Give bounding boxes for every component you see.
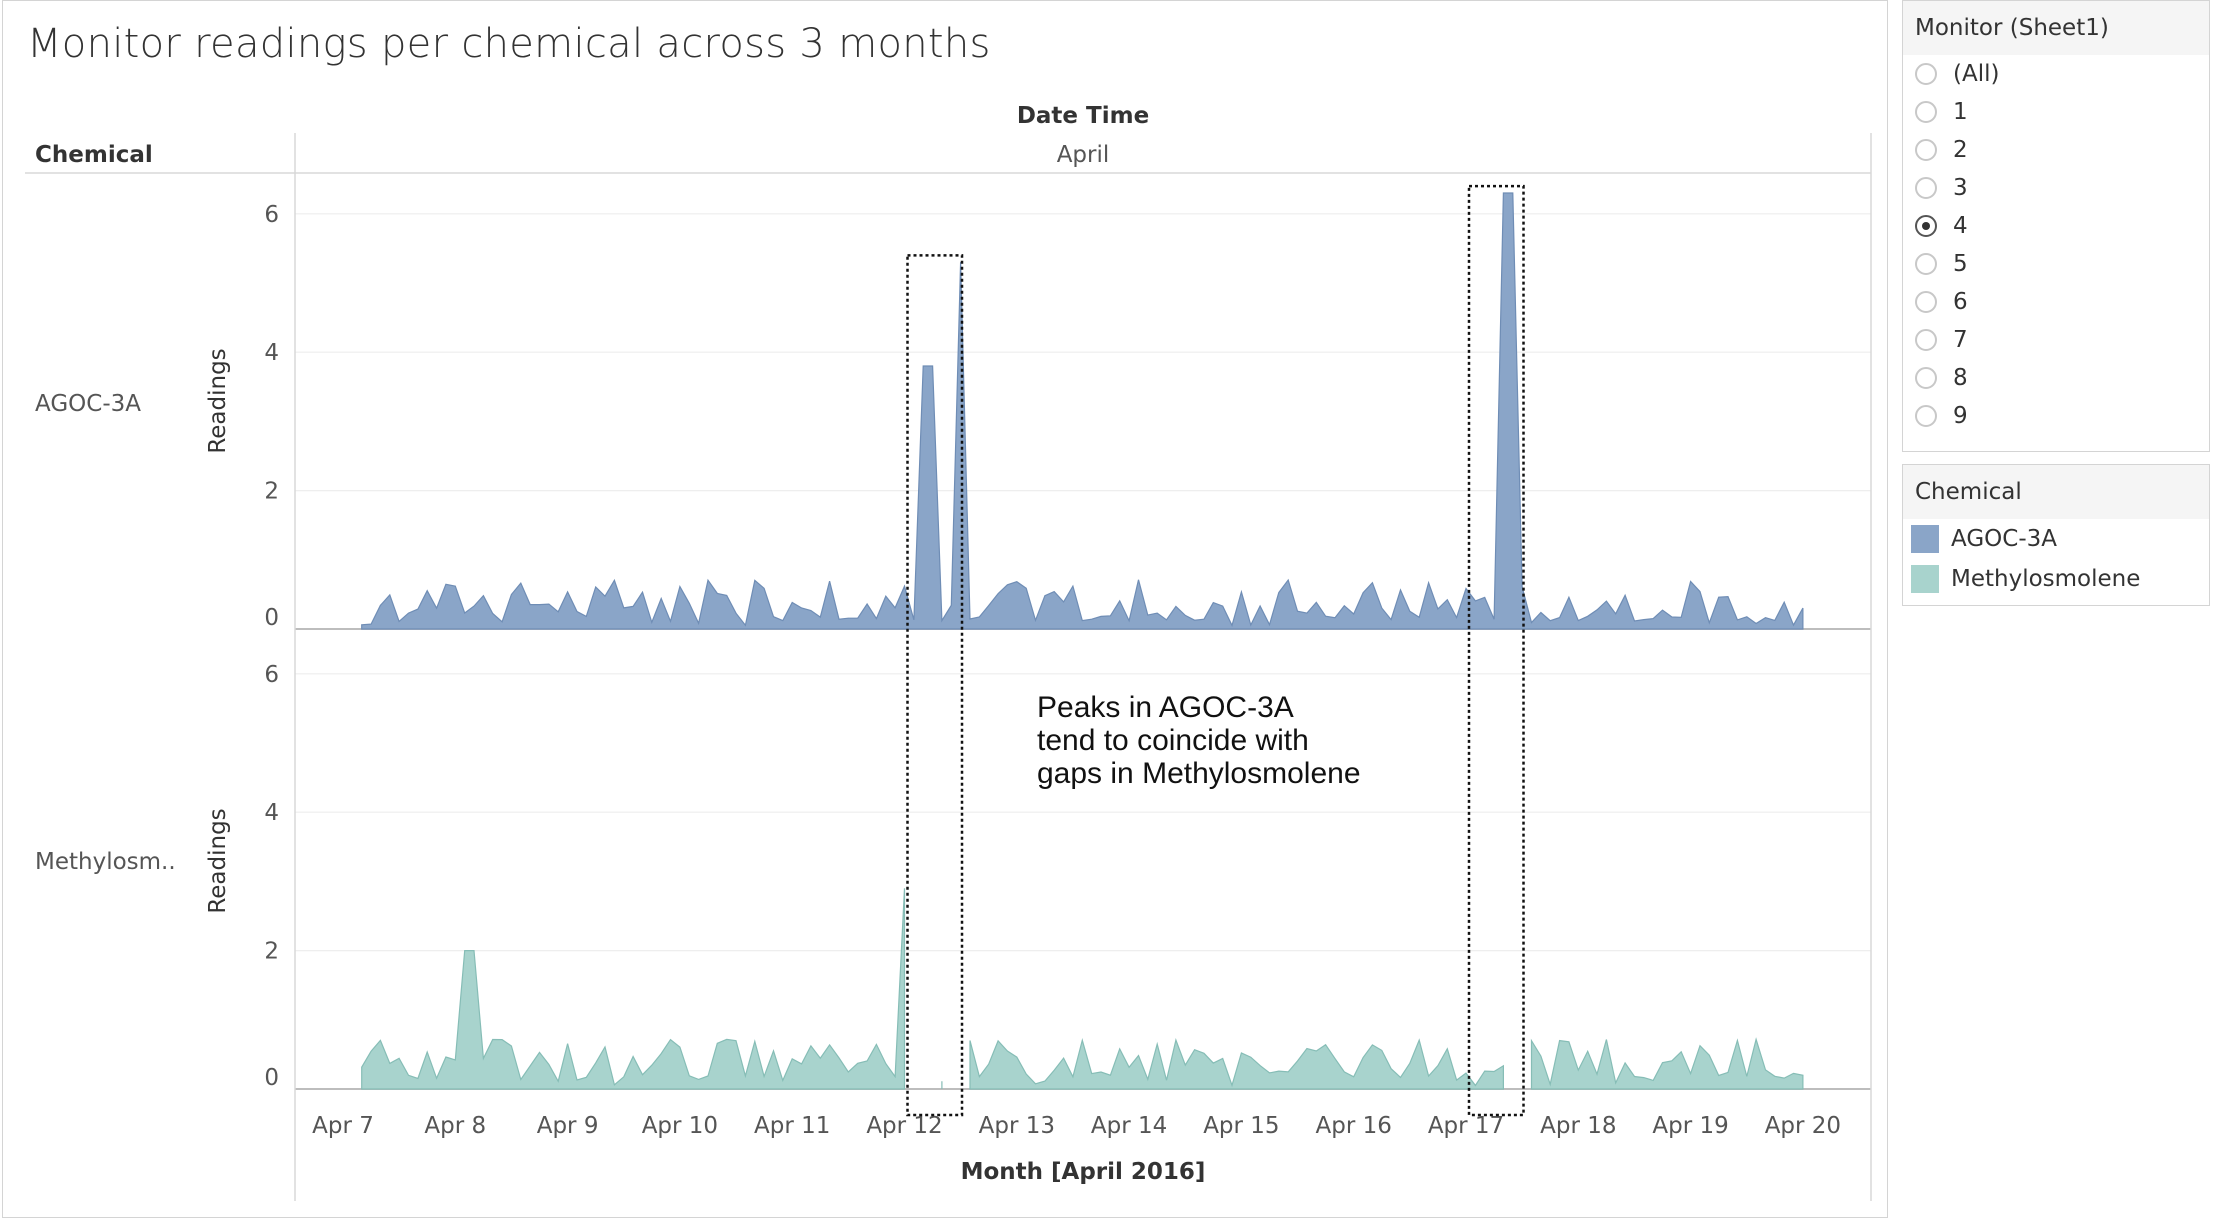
filter-option-label: 9 [1953,403,1968,429]
y-tick-label: 4 [264,800,279,826]
filter-option[interactable]: 6 [1903,283,2209,321]
x-tick-label: Apr 14 [1091,1113,1167,1139]
legend-swatch [1911,565,1939,593]
legend-label: AGOC-3A [1951,526,2057,552]
filter-title: Monitor (Sheet1) [1903,1,2209,55]
radio-button[interactable] [1915,63,1937,85]
filter-option[interactable]: (All) [1903,55,2209,93]
x-tick-label: Apr 8 [424,1113,486,1139]
gridlines [295,213,1871,1090]
y-tick-label: 2 [264,939,279,965]
x-tick-label: Apr 10 [642,1113,718,1139]
x-tick-label: Apr 9 [537,1113,599,1139]
filter-option-label: (All) [1953,61,2000,87]
row-header-title: Chemical [35,142,153,168]
x-tick-label: Apr 19 [1652,1113,1728,1139]
highlight-box [1467,184,1525,1117]
filter-option-label: 2 [1953,137,1968,163]
filter-option-label: 8 [1953,365,1968,391]
highlight-box [906,254,964,1117]
filter-option[interactable]: 9 [1903,397,2209,435]
legend-label: Methylosmolene [1951,566,2141,592]
filter-option-label: 3 [1953,175,1968,201]
y-tick-label: 4 [264,340,279,366]
legend-swatch [1911,525,1939,553]
radio-button[interactable] [1915,367,1937,389]
filter-option[interactable]: 1 [1903,93,2209,131]
legend-item[interactable]: AGOC-3A [1903,519,2209,559]
filter-option[interactable]: 7 [1903,321,2209,359]
filter-option-label: 1 [1953,99,1968,125]
filter-option-label: 5 [1953,251,1968,277]
chart-title: Monitor readings per chemical across 3 m… [27,21,991,67]
filter-option[interactable]: 2 [1903,131,2209,169]
radio-button[interactable] [1915,329,1937,351]
legend-items: AGOC-3A Methylosmolene [1903,519,2209,599]
radio-button[interactable] [1915,177,1937,199]
area-methylosmolene [969,1037,1504,1090]
y-axis-title: Readings [205,348,231,453]
chart-svg: Date Time April Chemical 0 2 4 6 Readings AGOC-3… [25,103,1872,1201]
filter-option[interactable]: 3 [1903,169,2209,207]
radio-button[interactable] [1915,139,1937,161]
area-agoc-3a [361,192,1804,630]
x-tick-label: Apr 12 [866,1113,942,1139]
x-tick-label: Apr 17 [1428,1113,1504,1139]
chemical-legend: Chemical AGOC-3A Methylosmolene [1902,464,2210,606]
y-tick-label: 0 [264,1065,279,1091]
x-tick-label: Apr 11 [754,1113,830,1139]
filter-option[interactable]: 5 [1903,245,2209,283]
radio-button[interactable] [1915,291,1937,313]
filter-option-label: 4 [1953,213,1968,239]
radio-button[interactable] [1915,101,1937,123]
pane-frame [25,133,1872,1201]
area-marks [361,192,1804,1090]
x-tick-label: Apr 13 [979,1113,1055,1139]
x-tick-label: Apr 7 [312,1113,374,1139]
annotation-text: Peaks in AGOC-3A tend to coincide with g… [1037,691,1361,790]
radio-button[interactable] [1915,215,1937,237]
x-tick-label: Apr 16 [1316,1113,1392,1139]
y-tick-label: 0 [264,605,279,631]
legend-item[interactable]: Methylosmolene [1903,559,2209,599]
filter-option[interactable]: 4 [1903,207,2209,245]
y-tick-label: 2 [264,479,279,505]
area-methylosmolene [361,888,906,1090]
y-tick-label: 6 [264,202,279,228]
y-tick-label: 6 [264,662,279,688]
x-tick-label: Apr 20 [1765,1113,1841,1139]
highlight-boxes [906,184,1525,1117]
legend-title: Chemical [1903,465,2209,519]
monitor-filter: Monitor (Sheet1) (All) 1 2 3 4 5 6 7 8 9 [1902,0,2210,452]
x-axis-title: Month [April 2016] [961,1159,1206,1185]
axis-labels: Date Time April Chemical 0 2 4 6 Readings AGOC-3… [35,103,1841,1185]
x-tick-label: Apr 15 [1203,1113,1279,1139]
radio-button[interactable] [1915,253,1937,275]
column-header-value: April [1057,142,1110,168]
filter-option-label: 6 [1953,289,1968,315]
x-tick-label: Apr 18 [1540,1113,1616,1139]
row-label: AGOC-3A [35,391,141,417]
radio-button[interactable] [1915,405,1937,427]
filter-option-label: 7 [1953,327,1968,353]
worksheet: Monitor readings per chemical across 3 m… [2,0,1888,1218]
filter-options: (All) 1 2 3 4 5 6 7 8 9 [1903,55,2209,435]
column-header-title: Date Time [1017,103,1149,129]
filter-option[interactable]: 8 [1903,359,2209,397]
area-methylosmolene [1530,1037,1804,1090]
y-axis-title: Readings [205,808,231,913]
row-label: Methylosm.. [35,849,176,875]
